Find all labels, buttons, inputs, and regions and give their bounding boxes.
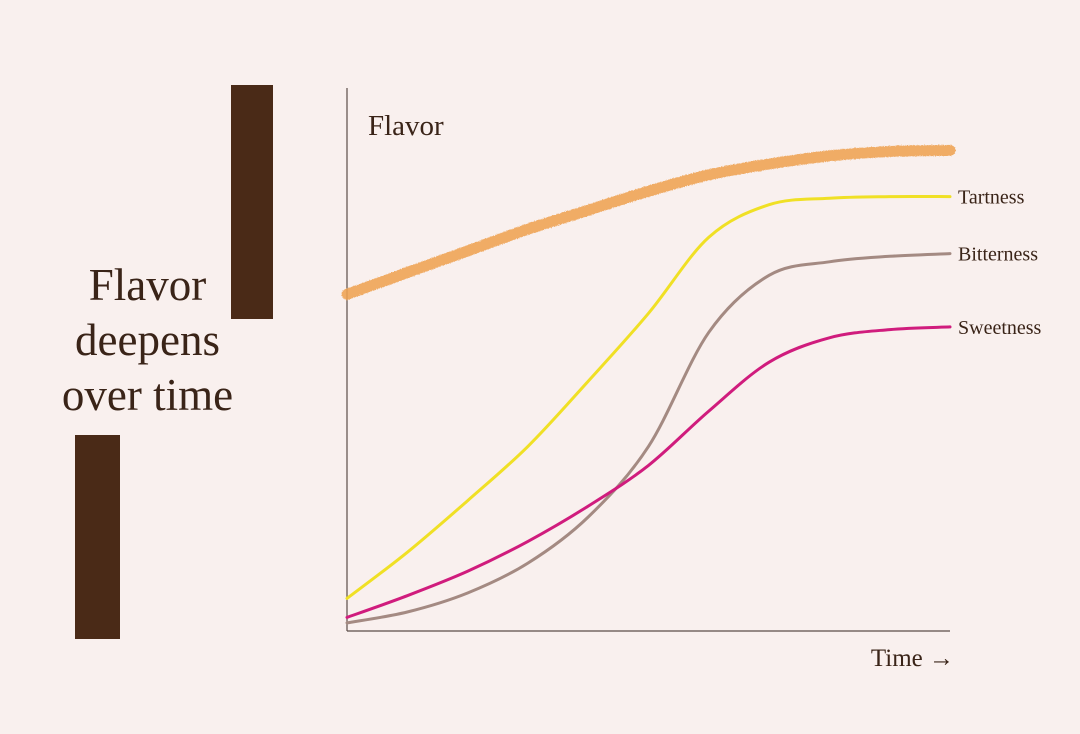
series-layer xyxy=(341,144,956,625)
decorative-bar-bottom xyxy=(75,435,120,639)
headline-line-3: over time xyxy=(61,370,234,420)
y-axis-label: Flavor xyxy=(368,110,444,142)
series-label-bitterness: Bitterness xyxy=(958,244,1038,266)
series-label-sweetness: Sweetness xyxy=(958,317,1042,339)
series-line-band-0 xyxy=(341,144,956,300)
headline: Flavor deepens over time xyxy=(20,258,275,423)
headline-line-2: deepens xyxy=(75,315,220,365)
series-line-tartness xyxy=(345,194,952,600)
decorative-bar-top xyxy=(231,85,273,319)
headline-line-1: Flavor xyxy=(88,260,207,310)
series-label-tartness: Tartness xyxy=(958,187,1025,209)
x-axis-label: Time → xyxy=(871,645,954,672)
series-label-layer: Tartness Bitterness Sweetness xyxy=(958,187,1042,339)
series-line-sweetness xyxy=(345,325,952,619)
series-line-bitterness xyxy=(345,252,952,625)
